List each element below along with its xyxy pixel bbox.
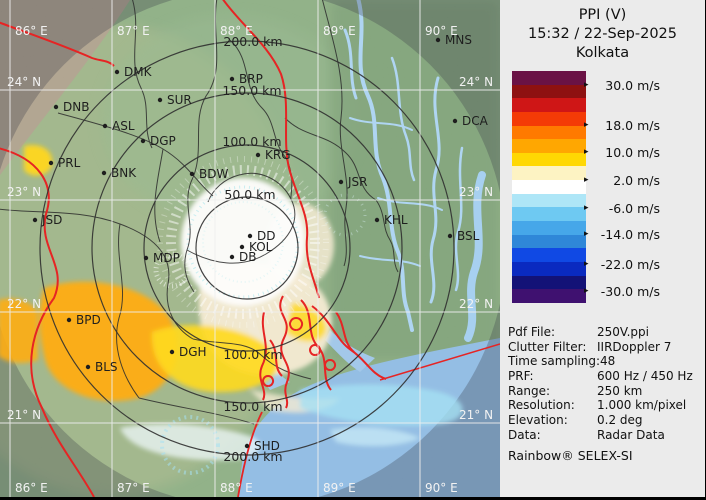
metadata-value: Radar Data [597, 427, 665, 442]
colorbar-segment-12 [512, 234, 586, 249]
metadata-value: 250V.ppi [597, 325, 649, 339]
colorbar-tick-arrow-icon: ▸ [584, 80, 589, 90]
colorbar-value: -30.0 m/s [600, 284, 660, 299]
colorbar-value: -14.0 m/s [600, 227, 660, 242]
colorbar-label: ▸ -30.0 m/s [584, 284, 660, 299]
colorbar-label: ▸ -22.0 m/s [584, 257, 660, 272]
colorbar-segment-4 [512, 125, 586, 140]
colorbar-label: ▸ -14.0 m/s [584, 227, 660, 242]
colorbar-value: 18.0 m/s [605, 118, 660, 133]
timestamp: 15:32 / 22-Sep-2025 [527, 26, 678, 42]
colorbar-tick-arrow-icon: ▸ [584, 147, 589, 157]
colorbar-segment-10 [512, 207, 586, 222]
colorbar-tick-arrow-icon: ▸ [584, 259, 589, 269]
metadata-value: 48 [600, 354, 616, 369]
velocity-colorbar [512, 71, 586, 303]
software-brand: Rainbow® SELEX-SI [508, 448, 633, 463]
metadata-row: Range: 250 km [508, 384, 700, 399]
colorbar-label: ▸ 2.0 m/s [584, 173, 660, 188]
colorbar-value: -22.0 m/s [600, 257, 660, 272]
metadata-value: 600 Hz / 450 Hz [597, 369, 693, 384]
radar-map: 86° E 86° E 87° E 87° E 88° E 88° E 89° E 89° E… [0, 0, 506, 500]
colorbar-value: 30.0 m/s [605, 78, 660, 93]
metadata-row: Elevation: 0.2 deg [508, 413, 700, 428]
colorbar-segment-7 [512, 166, 586, 181]
colorbar-segment-9 [512, 193, 586, 208]
product-name: PPI (V) [578, 7, 627, 23]
metadata-label: Resolution: [508, 398, 575, 413]
noise-texture [0, 0, 500, 497]
colorbar-segment-3 [512, 111, 586, 126]
colorbar-segment-5 [512, 139, 586, 153]
colorbar-label: ▸ 18.0 m/s [584, 118, 660, 133]
metadata-value: IIRDoppler 7 [597, 339, 672, 354]
colorbar-segment-8 [512, 180, 586, 194]
metadata-label: Elevation: [508, 413, 568, 428]
colorbar-segment-13 [512, 248, 586, 262]
metadata-row: Pdf File: 250V.ppi [508, 325, 700, 340]
scan-metadata: Pdf File: 250V.ppi Clutter Filter: IIRDoppl… [508, 325, 700, 443]
colorbar-tick-arrow-icon: ▸ [584, 175, 589, 185]
colorbar-tick-arrow-icon: ▸ [584, 286, 589, 296]
info-panel: PPI (V) 15:32 / 22-Sep-2025 Kolkata ▸ 30.… [500, 0, 705, 497]
metadata-label: Clutter Filter: [508, 339, 587, 354]
colorbar-segment-0 [512, 71, 586, 85]
metadata-label: Range: [508, 383, 551, 398]
metadata-row: Data: Radar Data [508, 428, 700, 443]
colorbar-segment-6 [512, 152, 586, 167]
colorbar-value: 2.0 m/s [613, 173, 660, 188]
colorbar-tick-arrow-icon: ▸ [584, 203, 589, 213]
colorbar-value: -6.0 m/s [608, 201, 660, 216]
metadata-label: Pdf File: [508, 325, 556, 339]
colorbar-label: ▸ 10.0 m/s [584, 145, 660, 160]
colorbar-label: ▸ -6.0 m/s [584, 201, 660, 216]
colorbar-tick-arrow-icon: ▸ [584, 120, 589, 130]
panel-title: PPI (V) 15:32 / 22-Sep-2025 Kolkata [500, 6, 705, 63]
radar-map-canvas: 86° E86° E87° E87° E88° E88° E89° E89° E… [0, 0, 506, 500]
metadata-row: Resolution: 1.000 km/pixel [508, 398, 700, 413]
metadata-value: 1.000 km/pixel [597, 398, 687, 413]
metadata-value: 0.2 deg [597, 413, 643, 428]
colorbar-segment-16 [512, 289, 586, 303]
colorbar-value: 10.0 m/s [605, 145, 660, 160]
metadata-row: PRF: 600 Hz / 450 Hz [508, 369, 700, 384]
colorbar-segment-1 [512, 84, 586, 99]
colorbar-segment-2 [512, 98, 586, 112]
site-name: Kolkata [575, 45, 630, 61]
colorbar-segment-11 [512, 221, 586, 235]
metadata-label: Data: [508, 427, 541, 442]
colorbar-segment-14 [512, 261, 586, 276]
metadata-row: Clutter Filter: IIRDoppler 7 [508, 340, 700, 355]
colorbar-label: ▸ 30.0 m/s [584, 78, 660, 93]
colorbar-segment-15 [512, 275, 586, 290]
metadata-label: Time sampling: [508, 354, 601, 369]
metadata-label: PRF: [508, 369, 534, 384]
colorbar-tick-arrow-icon: ▸ [584, 229, 589, 239]
metadata-value: 250 km [597, 383, 643, 398]
metadata-row: Time sampling:48 [508, 354, 700, 369]
